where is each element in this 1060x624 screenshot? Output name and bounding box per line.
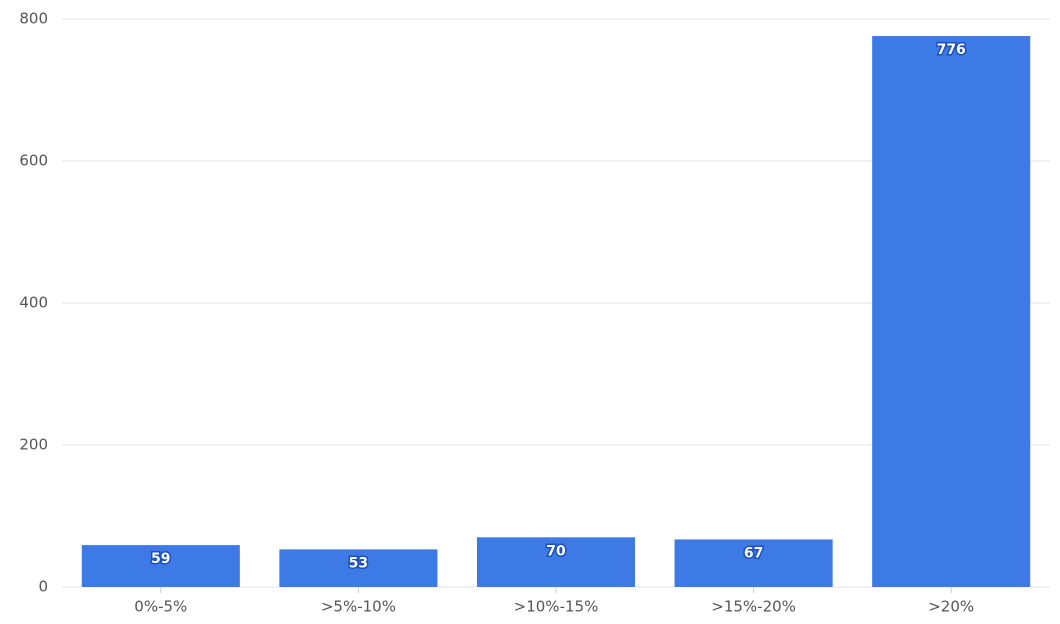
bar — [872, 36, 1031, 588]
bar — [476, 537, 636, 587]
data-label: 776 — [937, 42, 966, 58]
x-tick-label: >20% — [928, 598, 974, 616]
y-tick-label: 800 — [19, 10, 48, 28]
y-tick-label: 0 — [38, 578, 48, 596]
bar — [81, 545, 240, 587]
x-tick-label: >10%-15% — [514, 598, 599, 616]
data-label: 53 — [349, 555, 368, 571]
bar — [279, 549, 438, 587]
x-tick-label: 0%-5% — [134, 598, 187, 616]
y-tick-label: 600 — [19, 152, 48, 170]
y-tick-label: 200 — [19, 436, 48, 454]
x-tick-label: >5%-10% — [321, 598, 396, 616]
bar — [674, 539, 833, 587]
x-tick-label: >15%-20% — [711, 598, 796, 616]
data-label: 59 — [151, 551, 170, 567]
data-label: 67 — [744, 545, 763, 561]
y-tick-label: 400 — [19, 294, 48, 312]
data-label: 70 — [546, 543, 566, 559]
